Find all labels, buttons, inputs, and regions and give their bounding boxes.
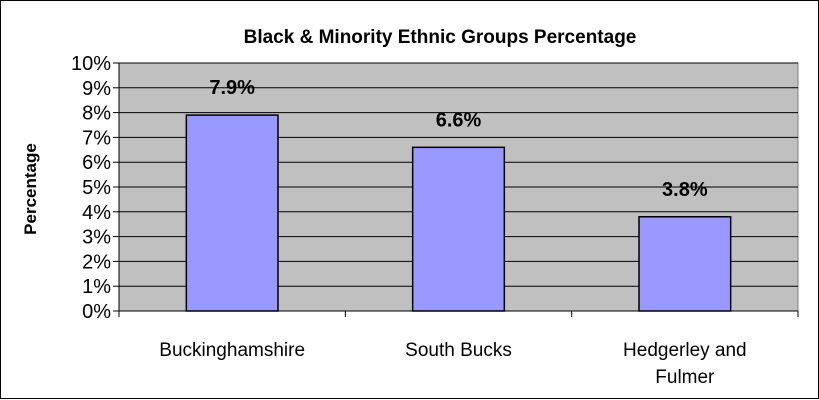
y-tick-label: 2% bbox=[82, 251, 111, 273]
y-tick-label: 4% bbox=[82, 202, 111, 224]
y-tick-label: 3% bbox=[82, 227, 111, 249]
y-tick-label: 8% bbox=[82, 103, 111, 125]
data-label: 6.6% bbox=[436, 109, 482, 131]
y-tick-label: 6% bbox=[82, 152, 111, 174]
bar bbox=[185, 114, 279, 312]
bar bbox=[638, 216, 732, 312]
x-category-label: South Bucks bbox=[405, 340, 512, 361]
bar bbox=[411, 146, 506, 312]
y-tick-label: 0% bbox=[82, 301, 111, 323]
y-tick-label: 7% bbox=[82, 127, 111, 149]
data-label: 7.9% bbox=[209, 77, 255, 99]
y-tick-label: 9% bbox=[82, 78, 111, 100]
x-category-label: Hedgerley and bbox=[623, 340, 747, 361]
plot-area: 0% 1% 2%3% 4% 5% 6% 7%8% 9% 10% 7.9% Buckinghamshi… bbox=[71, 53, 799, 388]
chart-title: Black & Minority Ethnic Groups Percentag… bbox=[244, 27, 637, 48]
x-category-label: Fulmer bbox=[655, 367, 715, 388]
data-label: 3.8% bbox=[662, 179, 708, 201]
y-tick-label: 10% bbox=[71, 53, 111, 75]
y-axis-label: Percentage bbox=[21, 143, 40, 235]
x-category-label: Buckinghamshire bbox=[159, 340, 305, 361]
y-tick-label: 5% bbox=[82, 177, 111, 199]
y-tick-label: 1% bbox=[82, 276, 111, 298]
